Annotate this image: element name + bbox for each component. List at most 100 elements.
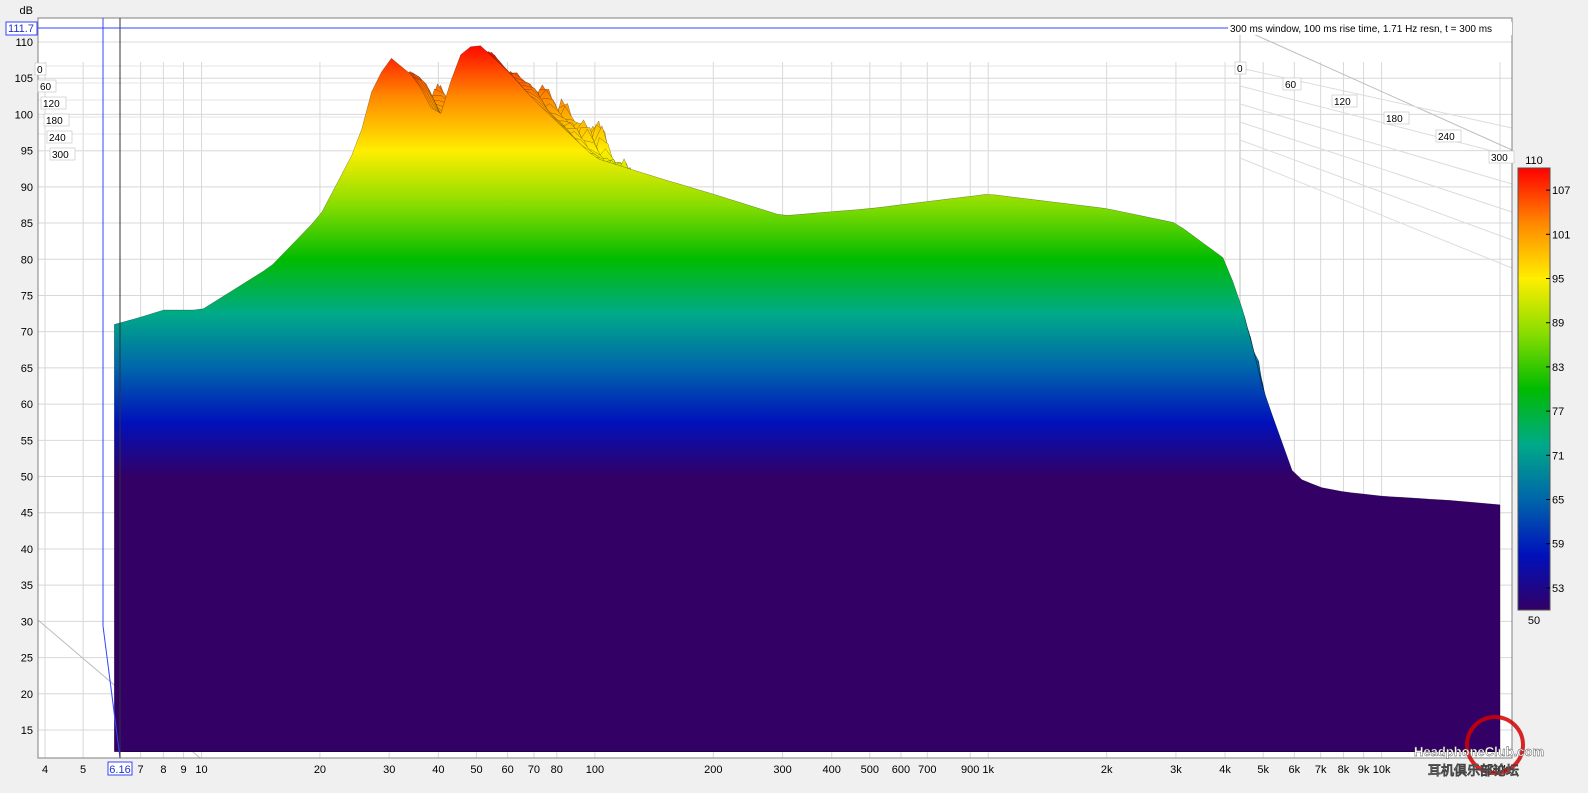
time-gridline-right: [1239, 103, 1513, 185]
watermark-site: HeadphoneClub.com: [1414, 744, 1544, 759]
colorbar-label: 77: [1552, 406, 1564, 418]
x-tick-label: 50: [470, 764, 482, 776]
time-gridline-right: [1239, 121, 1513, 213]
waterfall-slice: [114, 45, 1501, 752]
y-tick-label: 35: [21, 580, 33, 592]
watermark-logo: [1465, 715, 1525, 775]
y-tick-label: 105: [15, 73, 33, 85]
colorbar-label: 89: [1552, 318, 1564, 330]
y-tick-label: 100: [15, 109, 33, 121]
y-tick-label: 85: [21, 218, 33, 230]
y-tick-label: 55: [21, 435, 33, 447]
x-tick-label: 8: [160, 764, 166, 776]
settings-text: 300 ms window, 100 ms rise time, 1.71 Hz…: [1230, 24, 1492, 35]
y-tick-label: 45: [21, 508, 33, 520]
y-tick-label: 95: [21, 146, 33, 158]
colorbar-label: 59: [1552, 539, 1564, 551]
x-cursor-line-floor: [102, 625, 121, 759]
y-tick-label: 80: [21, 254, 33, 266]
x-tick-label: 200: [704, 764, 722, 776]
y-cursor-box: [5, 21, 38, 36]
y-tick-label: 25: [21, 653, 33, 665]
x-tick-label: 9: [180, 764, 186, 776]
x-cursor-box: [107, 761, 133, 776]
time-tick-label-right: 60: [1285, 80, 1297, 91]
x-cursor-readout: 6.16: [109, 764, 130, 776]
y-axis-unit: dB: [20, 5, 33, 17]
x-tick-label: 6k: [1289, 764, 1301, 776]
x-tick-label: 500: [861, 764, 879, 776]
time-tick-box: [40, 96, 67, 110]
x-tick-label: 1k: [982, 764, 994, 776]
time-tick-box: [1234, 61, 1247, 75]
x-tick-label: 300: [773, 764, 791, 776]
plot-frame: [37, 17, 1513, 759]
x-tick-label: 30: [383, 764, 395, 776]
y-tick-label: 75: [21, 290, 33, 302]
time-tick-label-left: 300: [52, 150, 69, 161]
time-tick-label-left: 0: [37, 65, 43, 76]
x-tick-label: 9k: [1358, 764, 1370, 776]
x-tick-label: 70: [528, 764, 540, 776]
x-tick-label: 10: [195, 764, 207, 776]
watermark-subtitle: 耳机俱乐部论坛: [1428, 763, 1519, 778]
y-tick-label: 40: [21, 544, 33, 556]
time-tick-box: [49, 147, 76, 161]
x-tick-label: 7: [138, 764, 144, 776]
settings-bg: [1228, 22, 1512, 35]
time-gridline-right: [1239, 85, 1513, 157]
colorbar-label: 71: [1552, 450, 1564, 462]
time-tick-label-left: 240: [49, 133, 66, 144]
y-cursor-readout: 111.7: [8, 23, 34, 35]
y-tick-label: 70: [21, 327, 33, 339]
y-tick-label: 90: [21, 182, 33, 194]
colorbar-label: 83: [1552, 362, 1564, 374]
time-tick-label-right: 300: [1491, 153, 1508, 164]
colorbar: [1517, 167, 1551, 611]
x-tick-label: 40: [432, 764, 444, 776]
x-tick-label: 3k: [1170, 764, 1182, 776]
colorbar-label: 50: [1528, 615, 1540, 627]
colorbar-label: 95: [1552, 274, 1564, 286]
x-tick-label: 2k: [1101, 764, 1113, 776]
x-tick-label: 80: [551, 764, 563, 776]
colorbar-label: 107: [1552, 185, 1570, 197]
y-tick-label: 50: [21, 472, 33, 484]
time-tick-box: [1331, 94, 1358, 108]
time-gridline-right: [1239, 139, 1513, 241]
time-tick-label-right: 120: [1334, 97, 1351, 108]
x-tick-label: 8k: [1338, 764, 1350, 776]
x-tick-label: 60: [501, 764, 513, 776]
time-tick-label-left: 60: [40, 82, 52, 93]
x-tick-label: 20: [314, 764, 326, 776]
time-gridline-right: [1239, 157, 1513, 269]
colorbar-label: 65: [1552, 495, 1564, 507]
y-tick-label: 60: [21, 399, 33, 411]
x-tick-label: 600: [892, 764, 910, 776]
time-tick-label-right: 180: [1386, 114, 1403, 125]
colorbar-label: 110: [1525, 155, 1543, 167]
time-tick-box: [1383, 111, 1410, 125]
time-tick-box: [37, 79, 57, 93]
y-tick-label: 30: [21, 616, 33, 628]
time-tick-label-right: 240: [1438, 132, 1455, 143]
x-tick-label: 900: [961, 764, 979, 776]
time-tick-box: [46, 130, 73, 144]
y-tick-label: 110: [15, 37, 33, 49]
time-tick-box: [1282, 77, 1302, 91]
time-tick-label-right: 0: [1237, 64, 1243, 75]
y-tick-label: 65: [21, 363, 33, 375]
time-tick-box: [34, 62, 47, 76]
time-tick-box: [43, 113, 70, 127]
x-tick-label: 7k: [1315, 764, 1327, 776]
y-tick-label: 15: [21, 725, 33, 737]
time-tick-label-left: 180: [46, 116, 63, 127]
time-tick-label-left: 120: [43, 99, 60, 110]
x-tick-label: 10k: [1373, 764, 1391, 776]
right-wall-edge: [1239, 27, 1513, 151]
time-gridline-right: [1239, 67, 1513, 129]
x-tick-label: 100: [586, 764, 604, 776]
x-tick-label: 4k: [1219, 764, 1231, 776]
x-tick-label: 5k: [1257, 764, 1269, 776]
